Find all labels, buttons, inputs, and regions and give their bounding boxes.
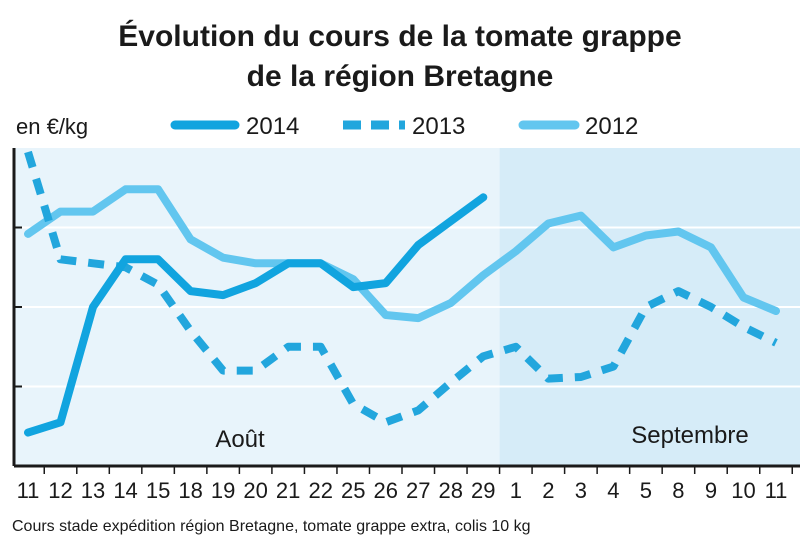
- x-tick-label: 28: [439, 478, 463, 503]
- gridlines: [14, 226, 800, 388]
- x-tick-label: 26: [373, 478, 397, 503]
- legend-label-2013: 2013: [412, 113, 465, 140]
- chart-title: Évolution du cours de la tomate grappe: [118, 19, 681, 53]
- x-tick-label: 15: [146, 478, 170, 503]
- x-tick-label: 2: [542, 478, 554, 503]
- legend-label-2012: 2012: [585, 113, 638, 140]
- month-label-septembre: Septembre: [631, 422, 748, 449]
- x-tick-label: 11: [765, 478, 788, 503]
- x-tick-label: 19: [211, 478, 235, 503]
- x-tick-label: 5: [640, 478, 652, 503]
- x-tick-label: 25: [341, 478, 365, 503]
- x-tick-label: 27: [406, 478, 430, 503]
- x-tick-label: 21: [276, 478, 300, 503]
- x-tick-label: 4: [607, 478, 619, 503]
- month-labels: Août Septembre: [215, 422, 748, 453]
- legend: 2014 2013 2012: [170, 113, 638, 140]
- x-tick-label: 18: [178, 478, 202, 503]
- series-line-2014: [24, 193, 488, 437]
- x-tick-label: 3: [575, 478, 587, 503]
- x-tick-labels: 11 12 13 14 15 18 19 20 21 22 25 26 27 28 29 1 2 3 4 5 8 9 10 1…: [17, 478, 788, 503]
- x-tick-label: 9: [705, 478, 717, 503]
- chart-subtitle: de la région Bretagne: [247, 60, 554, 93]
- legend-label-2014: 2014: [246, 113, 299, 140]
- x-tick-label: 12: [48, 478, 72, 503]
- x-tick-label: 20: [243, 478, 267, 503]
- x-tick-label: 29: [471, 478, 495, 503]
- x-tick-label: 10: [731, 478, 755, 503]
- series-lines: [24, 150, 780, 437]
- x-tick-label: 8: [672, 478, 684, 503]
- x-tick-label: 11: [17, 478, 40, 503]
- axes: [12, 148, 800, 474]
- series-line-2013: [24, 150, 778, 427]
- y-axis-unit-label: en €/kg: [16, 114, 88, 139]
- series-line-2012: [24, 185, 780, 323]
- month-label-aout: Août: [215, 426, 265, 453]
- x-tick-label: 14: [113, 478, 137, 503]
- x-tick-label: 13: [81, 478, 105, 503]
- x-tick-label: 1: [510, 478, 522, 503]
- source-note: Cours stade expédition région Bretagne, …: [12, 518, 531, 535]
- x-tick-label: 22: [308, 478, 332, 503]
